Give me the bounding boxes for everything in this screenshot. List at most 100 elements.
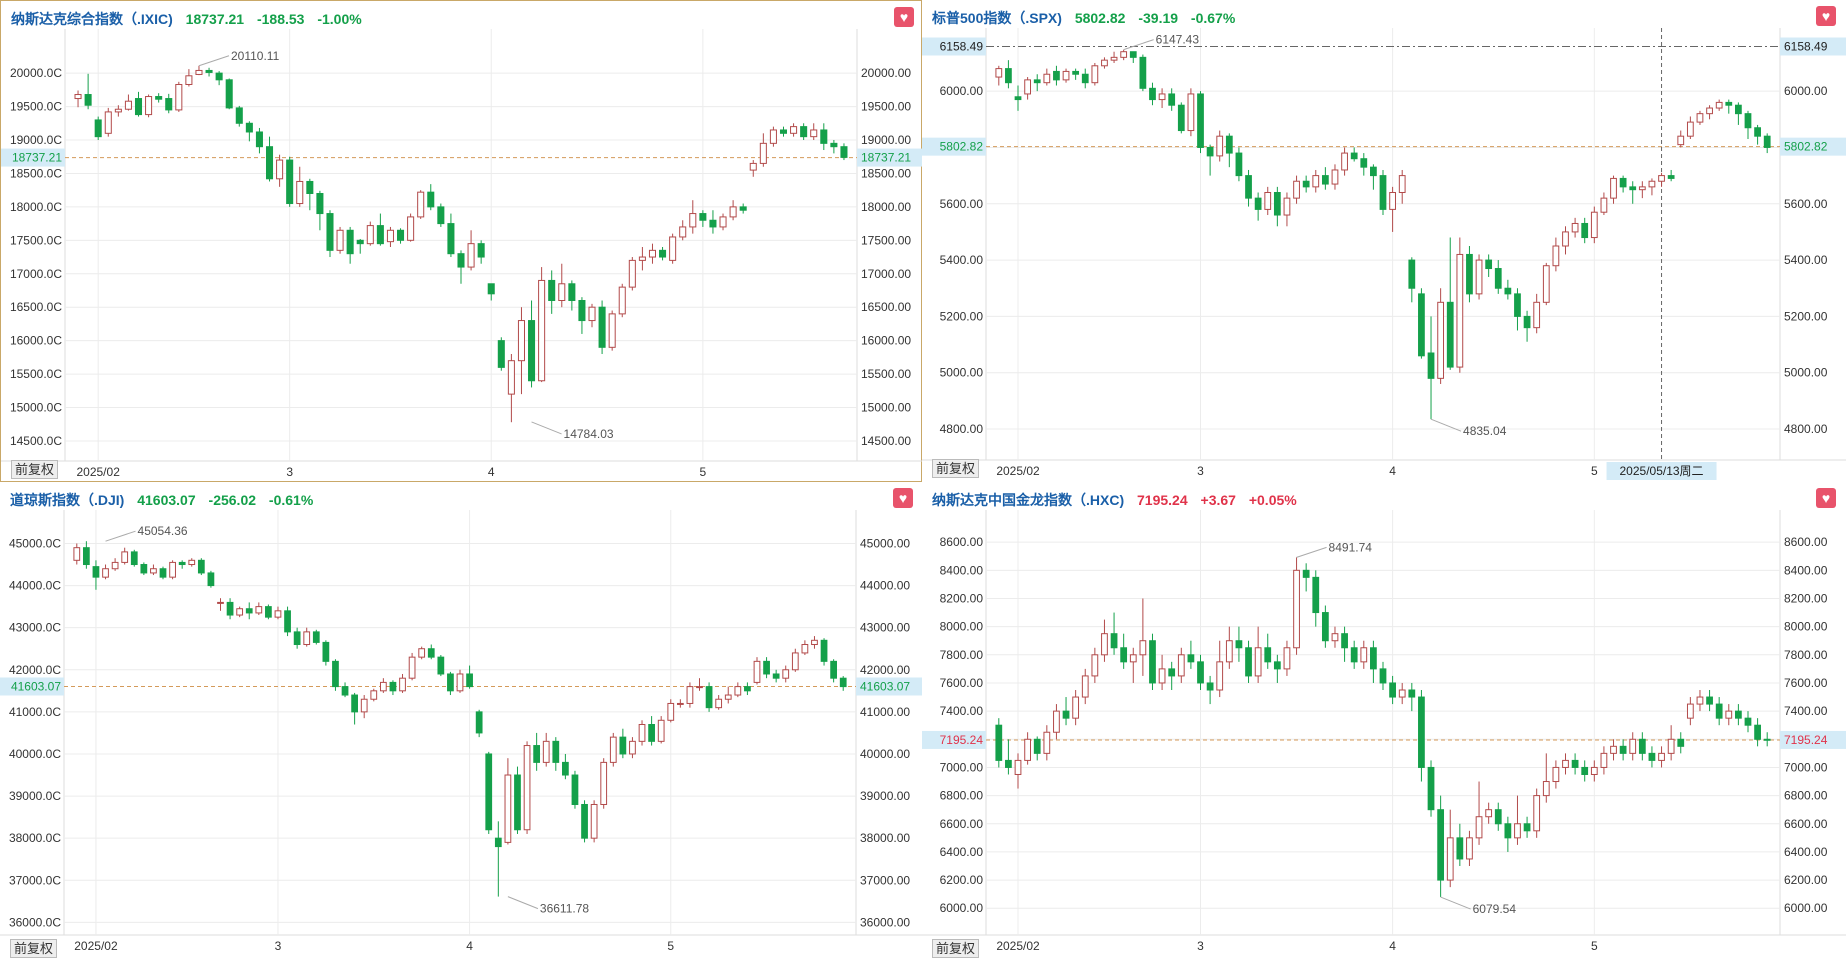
- chart-panel-ixic[interactable]: 纳斯达克综合指数（.IXIC) 18737.21 -188.53 -1.00% …: [0, 0, 923, 483]
- chart-panel-spx[interactable]: 标普500指数（.SPX) 5802.82 -39.19 -0.67% ♥ 48…: [922, 0, 1846, 482]
- candle: [1139, 598, 1147, 676]
- candle: [1149, 82, 1156, 106]
- y-tick-label-left: 19000.0C: [10, 133, 62, 147]
- candle: [407, 213, 415, 242]
- y-tick-label-left: 5400.00: [940, 253, 984, 267]
- candle-body: [638, 724, 646, 742]
- favorite-heart-icon[interactable]: ♥: [1816, 488, 1836, 508]
- y-tick-label-left: 7400.00: [940, 704, 984, 718]
- y-tick-label-left: 17000.0C: [10, 267, 62, 281]
- adjust-mode-button[interactable]: 前复权: [10, 939, 58, 958]
- candle-body: [286, 159, 294, 205]
- candle-body: [772, 673, 780, 679]
- candle-body: [1446, 837, 1454, 881]
- candle: [699, 210, 707, 227]
- candle-body: [1206, 146, 1214, 157]
- candle-body: [418, 648, 426, 658]
- candle-body: [1590, 766, 1598, 775]
- candle-body: [217, 601, 224, 604]
- candle: [517, 307, 525, 395]
- candlestick-chart[interactable]: 6000.00 6000.00 6200.00 6200.00 6400.00 6400.…: [922, 482, 1846, 957]
- candle-body: [1168, 668, 1176, 677]
- candle: [326, 210, 334, 258]
- candlestick-chart[interactable]: 14500.0C 14500.00 15000.0C 15000.00 15500.0C…: [1, 1, 923, 483]
- candle: [830, 140, 838, 154]
- candle: [739, 203, 747, 214]
- favorite-heart-icon[interactable]: ♥: [894, 7, 914, 27]
- y-tick-label-right: 8200.00: [1784, 591, 1828, 605]
- candle-body: [245, 608, 253, 614]
- chart-title[interactable]: 标普500指数（.SPX): [932, 10, 1062, 26]
- candle: [494, 821, 502, 897]
- candle: [628, 257, 636, 291]
- candle-body: [1033, 79, 1041, 84]
- candle-body: [1302, 180, 1310, 188]
- chart-title[interactable]: 道琼斯指数（.DJI): [10, 492, 125, 508]
- candle-body: [1389, 682, 1396, 698]
- candle: [485, 751, 493, 834]
- candle-body: [562, 761, 569, 776]
- chart-panel-dji[interactable]: 道琼斯指数（.DJI) 41603.07 -256.02 -0.61% ♥ 36…: [0, 482, 922, 958]
- candle: [1437, 288, 1445, 384]
- candle-body: [1331, 169, 1339, 185]
- candle: [1485, 802, 1493, 824]
- favorite-heart-icon[interactable]: ♥: [893, 488, 913, 508]
- candle-body: [1360, 158, 1368, 168]
- y-tick-label-right: 7000.00: [1784, 760, 1828, 774]
- y-tick-label-right: 5400.00: [1784, 253, 1828, 267]
- y-tick-label-left: 40000.0C: [9, 747, 61, 761]
- candle-body: [1331, 633, 1339, 642]
- candle: [284, 606, 291, 637]
- candle: [1581, 760, 1589, 782]
- candle: [1485, 254, 1493, 277]
- candle: [1254, 192, 1262, 221]
- candle-body: [1706, 107, 1713, 115]
- adjust-mode-button[interactable]: 前复权: [11, 460, 59, 479]
- candle-body: [1216, 135, 1224, 157]
- favorite-heart-icon[interactable]: ♥: [1816, 6, 1836, 26]
- adjust-mode-button[interactable]: 前复权: [932, 459, 980, 478]
- candle: [84, 73, 92, 110]
- chart-title[interactable]: 纳斯达克中国金龙指数（.HXC): [932, 492, 1125, 508]
- candle-body: [316, 193, 324, 215]
- candle-body: [628, 259, 636, 288]
- current-price-tag: 41603.07: [860, 679, 910, 693]
- candle: [1110, 51, 1118, 63]
- candle-body: [1158, 93, 1166, 101]
- candle-body: [351, 694, 358, 713]
- candle-body: [1485, 809, 1493, 818]
- candlestick-chart[interactable]: 4800.00 4800.00 5000.00 5000.00 5200.00 5200.…: [922, 0, 1846, 482]
- candle: [1638, 181, 1646, 199]
- candle: [1389, 186, 1396, 232]
- candlestick-chart[interactable]: 36000.0C 36000.00 37000.0C 37000.00 38000.0C…: [0, 482, 922, 957]
- candle-body: [995, 724, 1003, 761]
- high-marker-line: [1296, 546, 1327, 558]
- candle-body: [1571, 222, 1579, 233]
- candle-body: [326, 213, 334, 251]
- price-change: -256.02: [208, 492, 257, 508]
- candle: [820, 638, 828, 666]
- y-tick-label-left: 41000.0C: [9, 705, 61, 719]
- candle-body: [1715, 101, 1723, 109]
- candle: [715, 695, 723, 710]
- candle-body: [1149, 640, 1156, 684]
- candle-body: [1101, 633, 1108, 656]
- chart-title[interactable]: 纳斯达克综合指数（.IXIC): [11, 11, 173, 27]
- chart-panel-hxc[interactable]: 纳斯达克中国金龙指数（.HXC) 7195.24 +3.67 +0.05% ♥ …: [922, 482, 1846, 958]
- candle: [73, 543, 81, 565]
- x-tick-label: 5: [667, 939, 674, 953]
- current-price-tag: 5802.82: [1784, 140, 1828, 154]
- y-tick-label-left: 6400.00: [940, 845, 984, 859]
- candle: [1341, 626, 1348, 662]
- last-price: 5802.82: [1074, 10, 1126, 26]
- candle-body: [1466, 837, 1473, 860]
- candle-body: [578, 300, 586, 322]
- candle-body: [265, 146, 274, 180]
- candle-body: [1177, 104, 1185, 132]
- x-tick-label: 2025/02: [76, 465, 120, 479]
- candle: [245, 602, 253, 620]
- candle-body: [749, 162, 757, 171]
- candle: [1024, 77, 1031, 100]
- adjust-mode-button[interactable]: 前复权: [932, 939, 980, 958]
- candle-body: [1725, 710, 1733, 719]
